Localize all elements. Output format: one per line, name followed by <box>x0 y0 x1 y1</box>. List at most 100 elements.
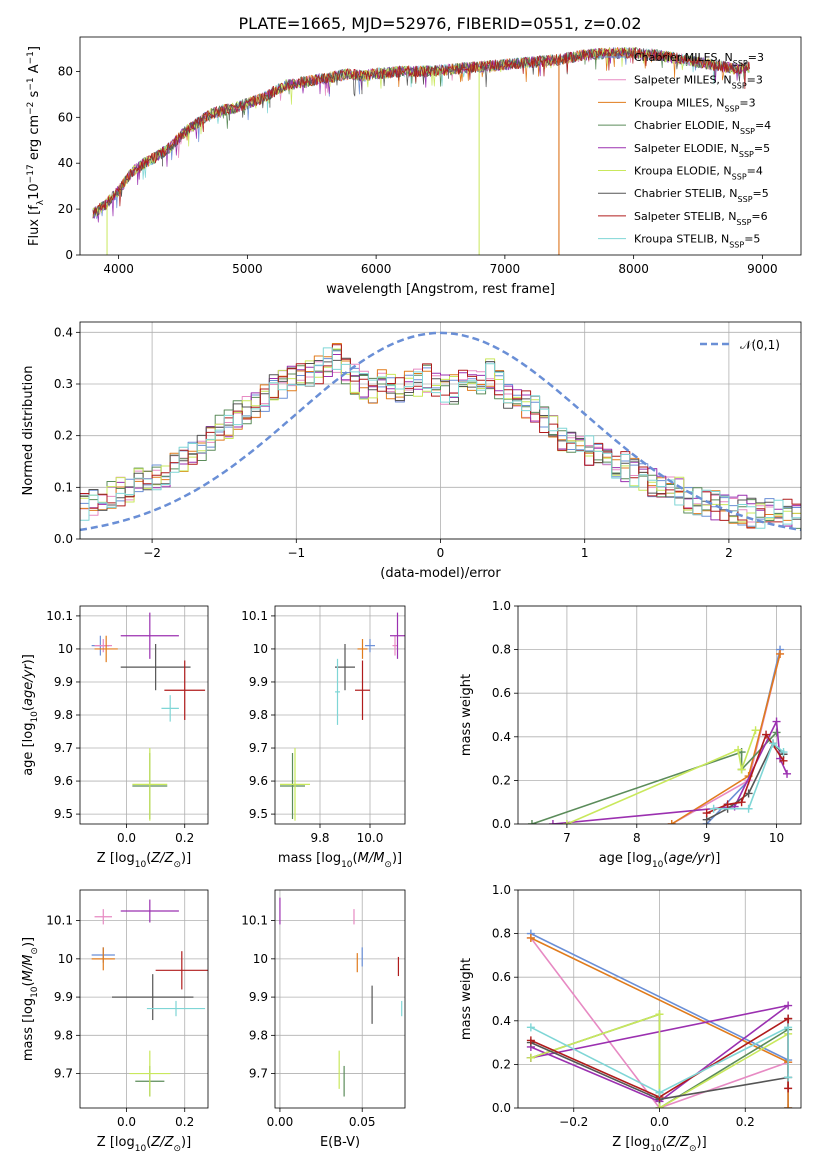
weight_vs_age-ytick-label: 0.8 <box>492 643 511 657</box>
label-part: −1 <box>26 51 36 64</box>
weight_vs_age-xtick-label: 10 <box>769 831 784 845</box>
label-part: ⊙ <box>30 947 40 955</box>
age_vs_mass-ytick-label: 9.7 <box>249 741 268 755</box>
spectrum-plot-area <box>92 46 750 255</box>
weight-marker <box>751 726 760 735</box>
weight-marker <box>702 809 711 818</box>
label-part: Z/Z <box>666 1135 690 1150</box>
mass_vs_Z-ylabel: mass [log10(M/M⊙)] <box>21 937 40 1061</box>
age_vs_Z-xtick-label: 0.2 <box>175 831 194 845</box>
label-part: )] <box>697 1135 707 1150</box>
residuals-panel: −2 −1 0 1 2 0.0 0.1 0.2 0.3 0.4 (data-model)/error… <box>21 321 802 581</box>
mass_vs_ebv-ytick-label: 9.8 <box>249 1028 268 1042</box>
spectrum-ytick-label: 20 <box>58 202 73 216</box>
label-part: mass weight <box>459 674 474 756</box>
residuals-ytick-label: 0.3 <box>54 377 73 391</box>
label-part: −17 <box>26 164 36 183</box>
weight-line-kroupa-stelib <box>713 742 785 810</box>
mass_vs_Z-xlabel: Z [log10(Z/Z⊙)] <box>97 1135 191 1154</box>
label-part: wavelength [Angstrom, rest frame] <box>326 282 555 297</box>
age_vs_Z-xtick-label: 0.0 <box>117 831 136 845</box>
legend-subscript: SSP <box>732 81 747 90</box>
residuals-xtick-label: 1 <box>581 546 589 560</box>
age_vs_Z-ytick-label: 9.6 <box>54 774 73 788</box>
weight_vs_Z-xtick-label: −0.2 <box>559 1115 588 1129</box>
legend-label: Chabrier MILES, NSSP=3 <box>634 51 764 68</box>
spectrum-xlabel: wavelength [Angstrom, rest frame] <box>326 282 555 297</box>
residuals-ytick-label: 0.0 <box>54 532 73 546</box>
label-part: E(B-V) <box>320 1135 360 1150</box>
label-part: Z [ <box>612 1135 630 1150</box>
label-part: Z/Z <box>150 1135 174 1150</box>
legend-label: Chabrier ELODIE, NSSP=4 <box>634 119 771 136</box>
age_vs_mass-xtick-label: 9.8 <box>310 831 329 845</box>
mass_vs_Z-ytick-label: 9.9 <box>54 990 73 1004</box>
age_vs_mass-ytick-label: 10.1 <box>241 609 268 623</box>
label-part: mass [ <box>21 1018 36 1061</box>
mass_vs_ebv-plot-area <box>279 897 403 1097</box>
label-part: ( <box>21 981 36 986</box>
weight_vs_Z-xtick-label: 0.0 <box>650 1115 669 1129</box>
label-part: ⊙ <box>173 860 181 870</box>
weight-marker <box>772 717 781 726</box>
weight-marker <box>744 789 753 798</box>
legend-label: Kroupa ELODIE, NSSP=4 <box>634 165 763 182</box>
weight_vs_Z-xtick-label: 0.2 <box>736 1115 755 1129</box>
legend-subscript: SSP <box>738 195 753 204</box>
mass_vs_ebv-panel: 0.00 0.05 9.7 9.8 9.9 10 10.1 E(B-V) <box>241 889 406 1150</box>
age_vs_mass-plot-area <box>280 612 405 821</box>
weight-marker <box>527 820 536 824</box>
label-part: )] <box>181 851 191 866</box>
mass_vs_ebv-xlabel: E(B-V) <box>320 1135 360 1150</box>
spectrum-ytick-label: 40 <box>58 156 73 170</box>
weight_vs_age-ytick-label: 0.4 <box>492 730 511 744</box>
legend-subscript: SSP <box>733 59 748 68</box>
age_vs_mass-ytick-label: 9.8 <box>249 708 268 722</box>
weight_vs_age-xlabel: age [log10(age/yr)] <box>599 851 721 870</box>
label-part: ( <box>21 706 36 711</box>
label-part: log <box>115 1135 135 1150</box>
legend-nssp: =5 <box>744 233 760 246</box>
legend-label: Kroupa STELIB, NSSP=5 <box>634 233 760 250</box>
label-part: 10 <box>30 711 40 723</box>
weight_vs_age-ytick-label: 1.0 <box>492 599 511 613</box>
spectrum-ylabel: Flux [fλ10−17 erg cm−2 s−1 A−1] <box>26 46 46 246</box>
residuals-xtick-label: 0 <box>437 546 445 560</box>
label-part: ⊙ <box>689 1144 697 1154</box>
label-part: 10 <box>27 183 42 200</box>
label-part: ⊙ <box>384 860 392 870</box>
legend-model-name: Kroupa STELIB, N <box>634 233 729 246</box>
weight-marker <box>667 820 676 824</box>
legend-model-name: Salpeter STELIB, N <box>634 210 736 223</box>
label-part: Z/Z <box>150 851 174 866</box>
mass_vs_Z-ytick-label: 10.1 <box>46 914 73 928</box>
label-part: M/M <box>358 851 385 866</box>
weight-marker <box>655 1010 664 1019</box>
legend-nssp: =3 <box>739 96 755 109</box>
mass_vs_ebv-xtick-label: 0.00 <box>267 1115 294 1129</box>
weight-marker <box>526 1023 535 1032</box>
weight-marker <box>779 748 788 757</box>
spectrum-xtick-label: 8000 <box>618 262 649 276</box>
label-part: f <box>27 205 42 210</box>
residuals-ytick-label: 0.4 <box>54 325 73 339</box>
legend-label: Salpeter STELIB, NSSP=6 <box>634 210 768 227</box>
spectrum-ytick-label: 80 <box>58 64 73 78</box>
spectrum-xtick-label: 6000 <box>361 262 392 276</box>
weight-marker <box>784 1073 793 1082</box>
weight-marker <box>526 1053 535 1062</box>
residuals-frame <box>79 321 802 540</box>
residuals-plot-area <box>80 331 801 539</box>
label-part: ( <box>663 851 668 866</box>
label-part: λ <box>36 199 46 205</box>
legend-nssp: =5 <box>753 187 769 200</box>
legend-subscript: SSP <box>739 149 754 158</box>
weight-marker <box>526 933 535 942</box>
mass_vs_ebv-ytick-label: 9.9 <box>249 990 268 1004</box>
label-part: −2 <box>26 102 36 115</box>
label-part: age [ <box>599 851 632 866</box>
weight-marker <box>776 649 785 658</box>
residuals-xlabel: (data-model)/error <box>380 566 501 581</box>
legend-label: 𝒩(0,1) <box>740 338 780 352</box>
